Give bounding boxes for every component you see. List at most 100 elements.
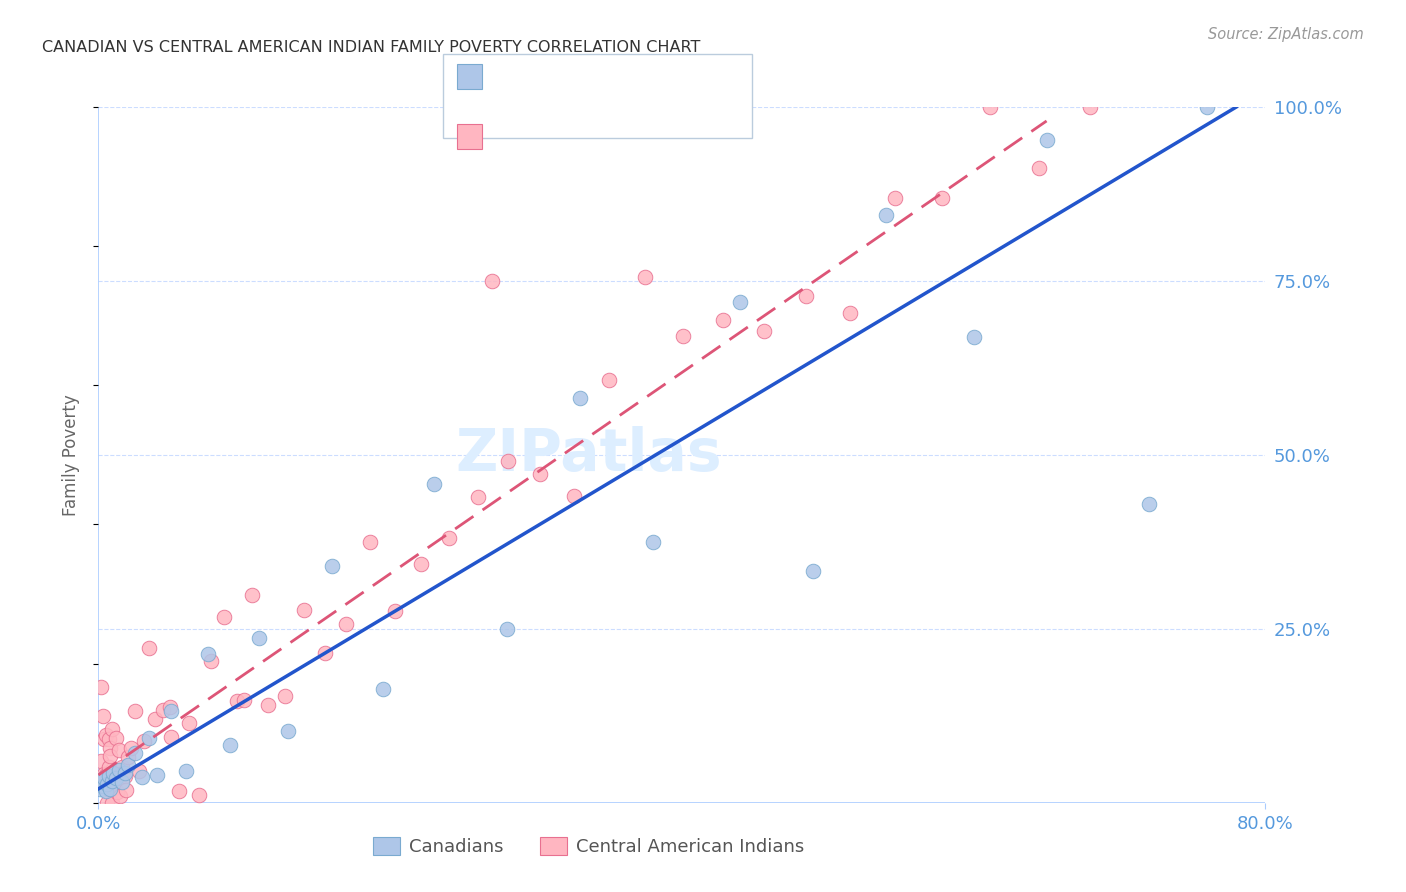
Point [94,767,117,781]
Point [481,274,503,288]
Point [838,306,860,320]
Point [91,779,114,793]
Point [120,740,142,755]
Point [117,749,139,764]
Point [277,724,299,739]
Point [160,731,183,745]
Point [93,767,115,781]
Legend: Canadians, Central American Indians: Canadians, Central American Indians [366,830,811,863]
Point [96,777,118,791]
Point [247,631,270,645]
Point [883,191,905,205]
Point [110,789,132,803]
Point [423,477,446,491]
Y-axis label: Family Poverty: Family Poverty [62,394,80,516]
Point [335,617,357,632]
Point [98,781,121,796]
Point [100,722,122,736]
Point [634,269,657,284]
Text: 0.712: 0.712 [530,65,582,83]
Point [409,557,432,571]
Point [160,704,183,718]
Point [711,312,734,326]
Point [143,712,166,726]
Point [1035,133,1057,147]
Point [1137,497,1160,511]
Point [124,746,146,760]
Point [962,329,984,343]
Text: 0.692: 0.692 [530,125,582,143]
Point [467,490,489,504]
Point [437,531,460,545]
Point [240,589,263,603]
Point [131,770,153,784]
Point [274,689,297,703]
Point [672,329,695,343]
Point [90,680,112,694]
Point [1028,161,1050,175]
Point [100,774,122,789]
Point [212,610,235,624]
Text: 38: 38 [626,65,648,83]
Point [111,759,134,773]
Point [114,766,136,780]
Point [292,602,315,616]
Point [167,783,190,797]
Point [91,709,114,723]
Point [314,646,336,660]
Point [598,373,620,387]
Point [96,796,118,810]
Point [89,781,111,796]
Point [100,796,122,810]
Point [94,784,117,798]
Point [498,454,520,468]
Point [875,208,897,222]
Point [174,764,197,779]
Point [96,769,118,783]
Point [132,734,155,748]
Point [359,535,381,549]
Point [384,604,406,618]
Point [108,743,131,757]
Point [124,704,146,718]
Point [115,783,138,797]
Point [91,772,114,786]
Point [730,294,752,309]
Point [93,772,115,786]
Text: ZIPatlas: ZIPatlas [456,426,721,483]
Point [101,766,124,780]
Point [794,289,817,303]
Text: 71: 71 [626,125,648,143]
Point [1080,100,1102,114]
Point [103,778,125,792]
Point [89,772,111,787]
Point [114,769,136,783]
Point [105,785,128,799]
Point [152,703,174,717]
Point [98,748,121,763]
Text: R =: R = [492,65,529,83]
Point [801,565,824,579]
Text: CANADIAN VS CENTRAL AMERICAN INDIAN FAMILY POVERTY CORRELATION CHART: CANADIAN VS CENTRAL AMERICAN INDIAN FAMI… [42,40,700,55]
Point [117,757,139,772]
Point [97,732,120,747]
Point [321,559,343,574]
Point [104,731,127,746]
Point [218,739,240,753]
Point [97,769,120,783]
Point [90,773,112,788]
Point [159,700,181,714]
Point [233,692,256,706]
Text: N =: N = [591,125,627,143]
Point [138,731,160,745]
Point [104,772,127,786]
Point [177,715,200,730]
Point [138,640,160,655]
Point [568,391,591,405]
Point [752,324,775,338]
Point [111,775,134,789]
Point [146,768,169,782]
Point [256,698,278,712]
Text: Source: ZipAtlas.com: Source: ZipAtlas.com [1208,27,1364,42]
Text: N =: N = [591,65,627,83]
